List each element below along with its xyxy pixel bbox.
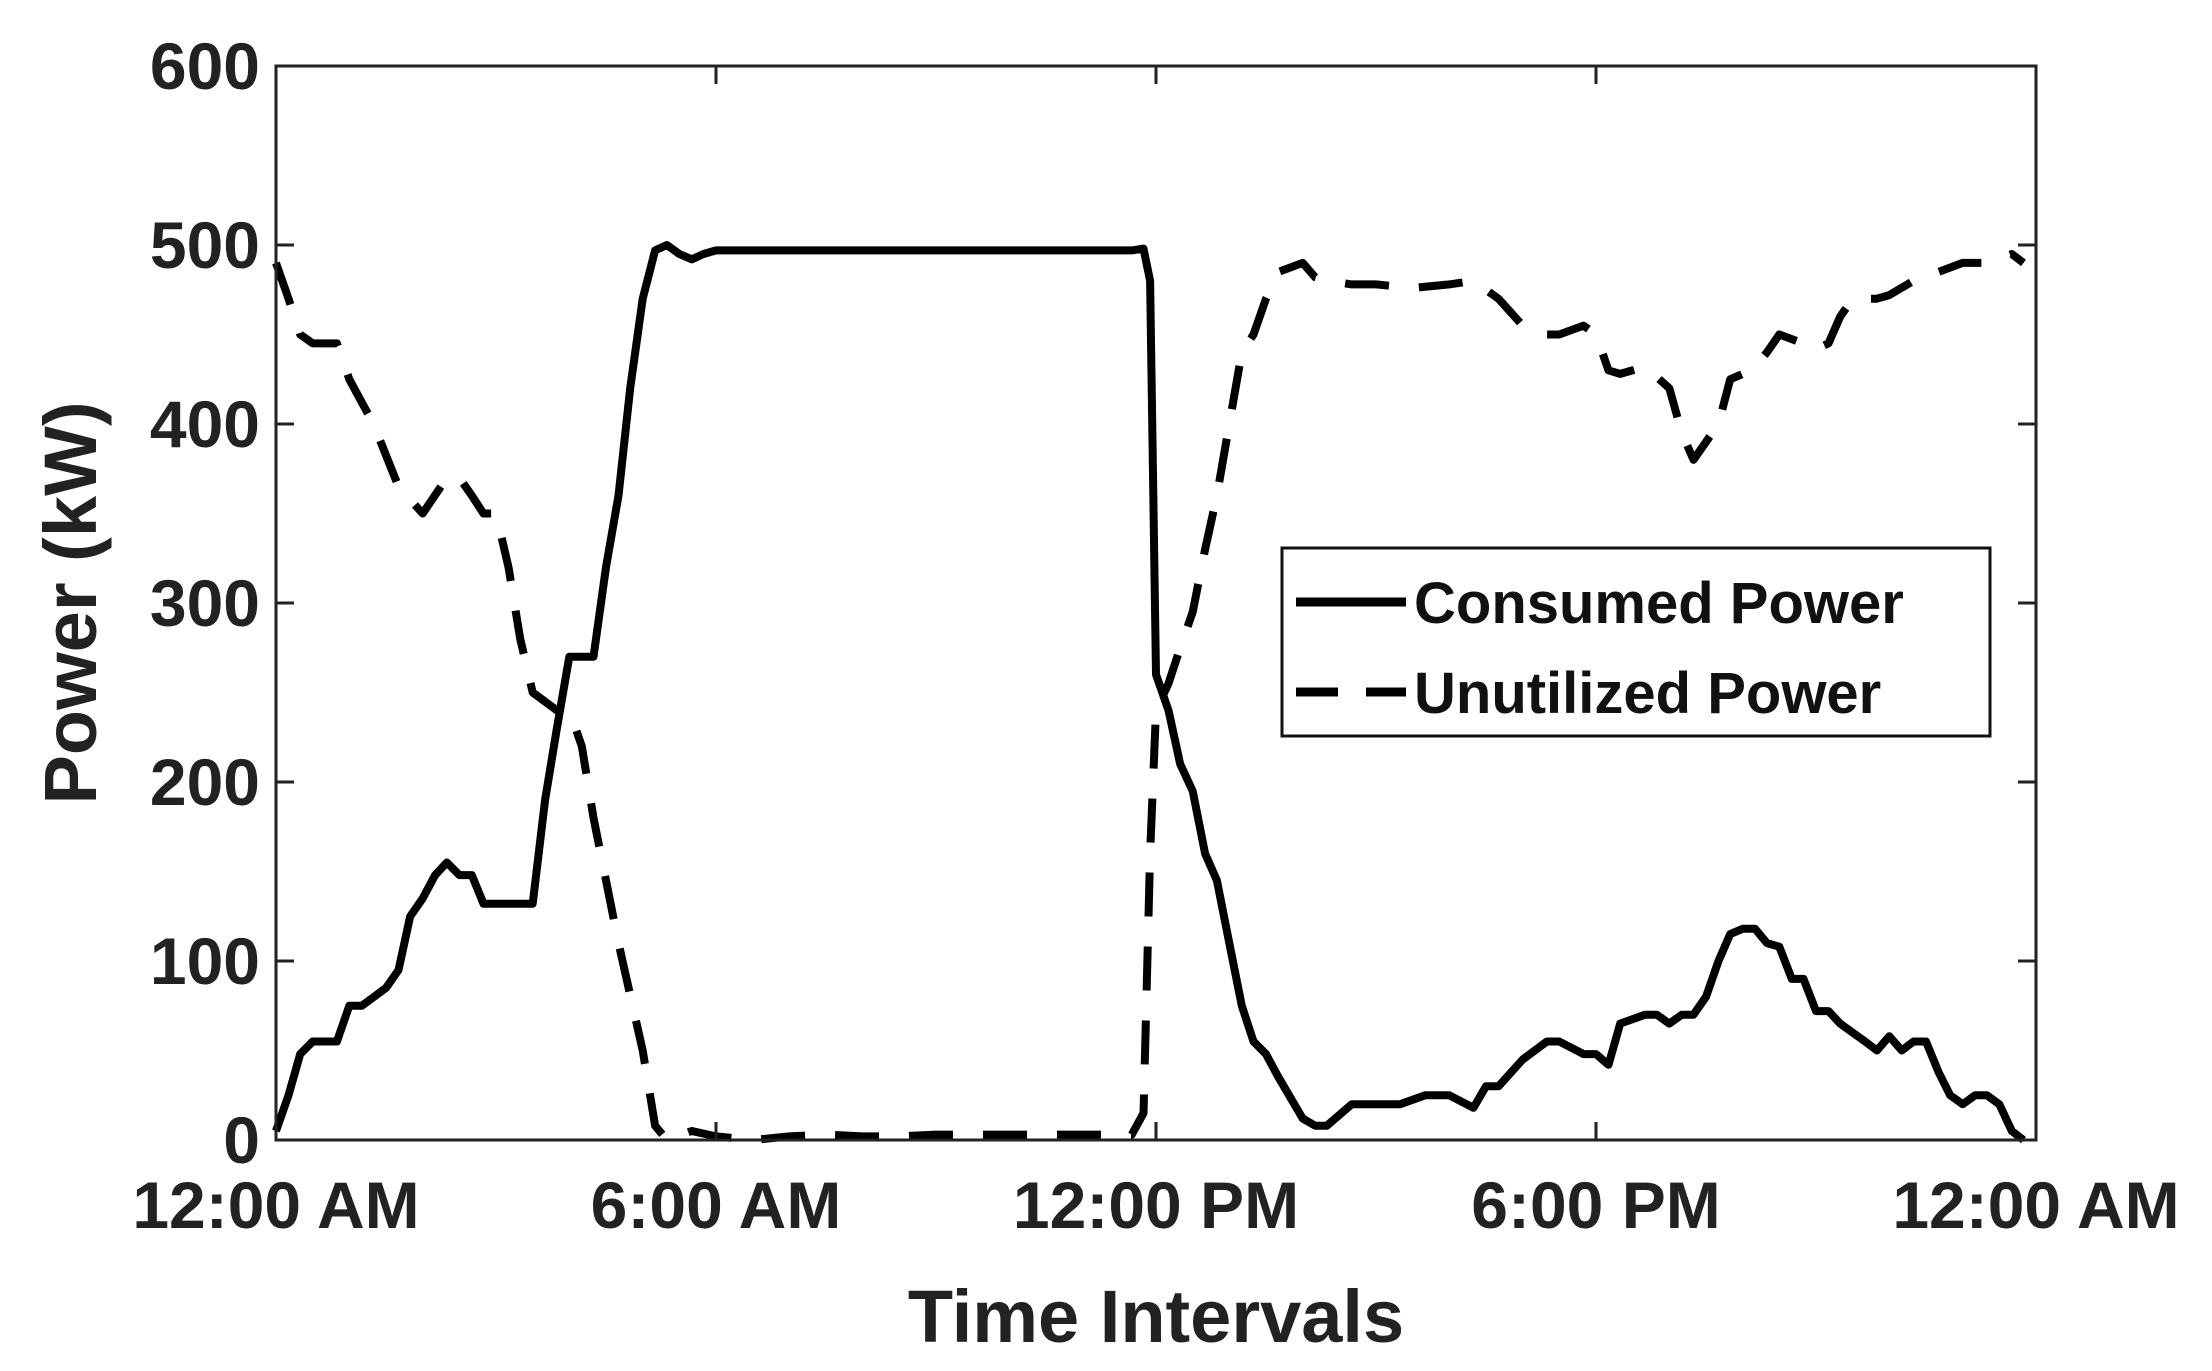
series-line-unutilized-power <box>272 250 2026 1144</box>
x-tick-label-3: 6:00 PM <box>1471 1168 1720 1242</box>
legend-label-unutilized-power: Unutilized Power <box>1414 661 1881 726</box>
y-tick-label-400: 400 <box>150 387 260 461</box>
y-tick-label-600: 600 <box>150 29 260 103</box>
y-tick-label-100: 100 <box>150 924 260 998</box>
x-axis-title: Time Intervals <box>908 1275 1404 1358</box>
x-tick-label-0: 12:00 AM <box>132 1168 419 1242</box>
y-tick-label-500: 500 <box>150 208 260 282</box>
y-tick-label-200: 200 <box>150 745 260 819</box>
x-tick-label-1: 6:00 AM <box>591 1168 842 1242</box>
y-tick-label-300: 300 <box>150 566 260 640</box>
legend-label-consumed-power: Consumed Power <box>1414 571 1904 636</box>
x-axis-ticks: 12:00 AM 6:00 AM 12:00 PM 6:00 PM 12:00 AM <box>132 66 2180 1242</box>
y-axis-ticks: 0 100 200 300 400 500 600 <box>150 29 2036 1177</box>
x-tick-label-4: 12:00 AM <box>1892 1168 2179 1242</box>
legend: Consumed Power Unutilized Power <box>1280 546 1992 738</box>
plot-lines <box>272 241 2026 1144</box>
y-tick-label-0: 0 <box>223 1103 260 1177</box>
series-line-consumed-power <box>272 241 2026 1144</box>
x-tick-label-2: 12:00 PM <box>1013 1168 1299 1242</box>
y-axis-title: Power (kW) <box>29 402 112 805</box>
legend-box <box>1280 546 1992 738</box>
